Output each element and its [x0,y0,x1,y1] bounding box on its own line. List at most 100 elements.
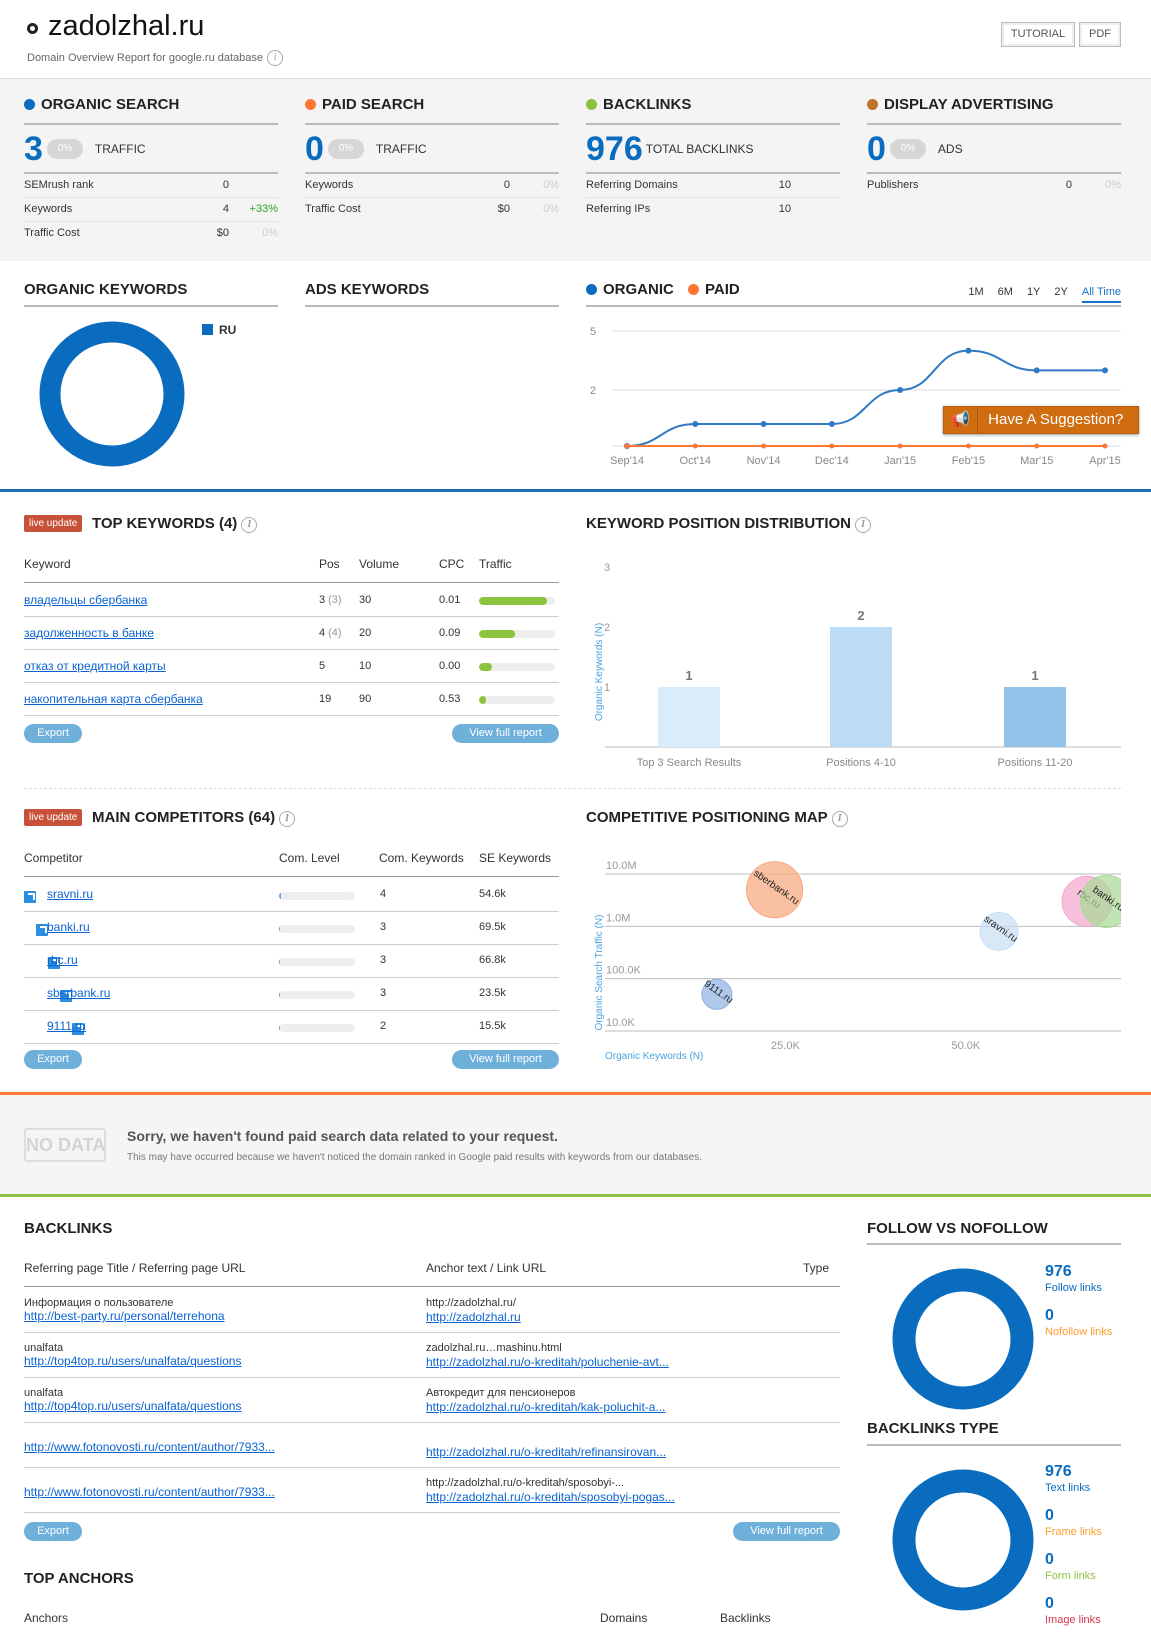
data-point-paid[interactable] [1102,443,1108,449]
external-link-icon[interactable] [48,957,60,969]
competitor-link[interactable]: rbc.ru [47,953,78,967]
data-point-paid[interactable] [897,443,903,449]
external-link-icon[interactable] [24,891,36,903]
column-header[interactable]: Com. Level [279,851,340,865]
bar[interactable] [658,687,720,747]
keyword-link[interactable]: накопительная карта сбербанка [24,692,203,706]
link-url[interactable]: http://zadolzhal.ru/o-kreditah/refinansi… [426,1445,667,1459]
column-header[interactable]: Referring page Title / Referring page UR… [24,1261,246,1275]
organic-keywords-title: ORGANIC KEYWORDS [24,281,188,298]
previous-position: (4) [328,627,342,639]
referring-page-url[interactable]: http://www.fotonovosti.ru/content/author… [24,1485,275,1499]
referring-page-url[interactable]: http://best-party.ru/personal/terrehona [24,1309,225,1323]
bubble-banki-ru[interactable] [1080,874,1133,928]
link-url[interactable]: http://zadolzhal.ru/o-kreditah/kak-poluc… [426,1400,666,1414]
positioning-map-chart: 10.0M 1.0M 100.0K 10.0K 25.0K 50.0K Organic Ke… [594,860,1133,1062]
bubble-sberbank-ru[interactable] [746,861,804,919]
column-header[interactable]: Com. Keywords [379,851,464,865]
info-icon[interactable]: i [855,517,872,533]
export-button[interactable]: Export [24,1050,82,1069]
metric-value[interactable]: 10 [778,203,791,215]
keyword-volume: 90 [359,693,372,705]
competitor-link[interactable]: sravni.ru [47,887,94,901]
data-point-paid[interactable] [692,443,698,449]
backlinks-column-header[interactable]: Backlinks [720,1611,771,1625]
data-point-organic[interactable] [1033,367,1040,374]
common-keywords: 3 [380,987,387,999]
column-header-cpc[interactable]: CPC [439,557,465,571]
referring-page-url[interactable]: http://top4top.ru/users/unalfata/questio… [24,1354,242,1368]
link-url[interactable]: http://zadolzhal.ru/o-kreditah/polucheni… [426,1355,669,1369]
data-point-organic[interactable] [760,421,767,427]
keyword-link[interactable]: задолженность в банке [24,626,154,640]
domains-column-header[interactable]: Domains [600,1611,648,1625]
metric-value[interactable]: $0 [497,203,510,215]
view-full-report-button[interactable]: View full report [452,1050,559,1069]
referring-page-url[interactable]: http://www.fotonovosti.ru/content/author… [24,1440,275,1454]
external-link-icon[interactable] [72,1023,84,1035]
column-header-keyword[interactable]: Keyword [24,557,71,571]
bar[interactable] [830,627,892,747]
bubble-sravni-ru[interactable] [979,911,1019,951]
metric-value[interactable]: $0 [216,227,229,239]
data-point-organic[interactable] [692,421,699,427]
competitor-link[interactable]: 9111.ru [47,1019,86,1033]
column-header[interactable]: Competitor [24,851,83,865]
competitor-link[interactable]: banki.ru [47,920,90,934]
data-point-organic[interactable] [1102,367,1108,374]
keyword-link[interactable]: отказ от кредитной карты [24,659,166,673]
info-icon[interactable]: i [241,517,258,533]
competitor-link[interactable]: sberbank.ru [47,986,111,1000]
metric-value[interactable]: 0 [222,179,229,191]
link-url[interactable]: http://zadolzhal.ru/o-kreditah/sposobyi-… [426,1490,675,1504]
summary-value[interactable]: 3 [24,130,43,168]
link-url[interactable]: http://zadolzhal.ru [426,1310,521,1324]
view-full-report-button[interactable]: View full report [733,1522,840,1541]
export-button[interactable]: Export [24,724,82,743]
metric-value[interactable]: 0 [503,179,510,191]
column-header-traffic[interactable]: Traffic [479,557,512,571]
metric-value[interactable]: 4 [222,203,229,215]
column-header[interactable]: Type [803,1261,830,1275]
tutorial-button[interactable]: TUTORIAL [1001,22,1075,47]
column-header[interactable]: Anchor text / Link URL [426,1261,547,1275]
data-point-paid[interactable] [761,443,767,449]
info-icon[interactable]: i [267,50,284,66]
pdf-button[interactable]: PDF [1079,22,1121,47]
view-full-report-button[interactable]: View full report [452,724,559,743]
keyword-link[interactable]: владельцы сбербанка [24,593,148,607]
metric-label: SEMrush rank [24,179,94,191]
metric-value[interactable]: 0 [1065,179,1072,191]
summary-value[interactable]: 976 [586,130,643,168]
anchors-column-header[interactable]: Anchors [24,1611,69,1625]
suggestion-button[interactable]: 📢 Have A Suggestion? [943,406,1139,434]
data-point-paid[interactable] [965,443,971,449]
referring-page-url[interactable]: http://top4top.ru/users/unalfata/questio… [24,1399,242,1413]
summary-value[interactable]: 0 [867,130,886,168]
data-point-organic[interactable] [897,387,904,393]
tab-1y[interactable]: 1Y [1026,286,1041,298]
export-button[interactable]: Export [24,1522,82,1541]
data-point-paid[interactable] [624,443,630,449]
external-link-icon[interactable] [60,990,72,1002]
tab-2y[interactable]: 2Y [1054,286,1068,298]
data-point-paid[interactable] [829,443,835,449]
column-header[interactable]: SE Keywords [479,851,552,865]
divider [24,1286,840,1287]
tab-all-time[interactable]: All Time [1081,286,1121,303]
info-icon[interactable]: i [831,811,848,827]
data-point-organic[interactable] [828,421,835,427]
tab-1m[interactable]: 1M [968,286,984,298]
metric-value[interactable]: 10 [778,179,791,191]
data-point-organic[interactable] [965,347,972,354]
tab-6m[interactable]: 6M [997,286,1013,298]
column-header-pos[interactable]: Pos [319,557,340,571]
summary-value[interactable]: 0 [305,130,324,168]
column-header-volume[interactable]: Volume [359,557,400,571]
summary-panel [0,78,1151,261]
data-point-paid[interactable] [1034,443,1040,449]
bubble-9111-ru[interactable] [701,978,733,1010]
external-link-icon[interactable] [36,924,48,936]
bar[interactable] [1004,687,1066,747]
info-icon[interactable]: i [279,811,296,827]
